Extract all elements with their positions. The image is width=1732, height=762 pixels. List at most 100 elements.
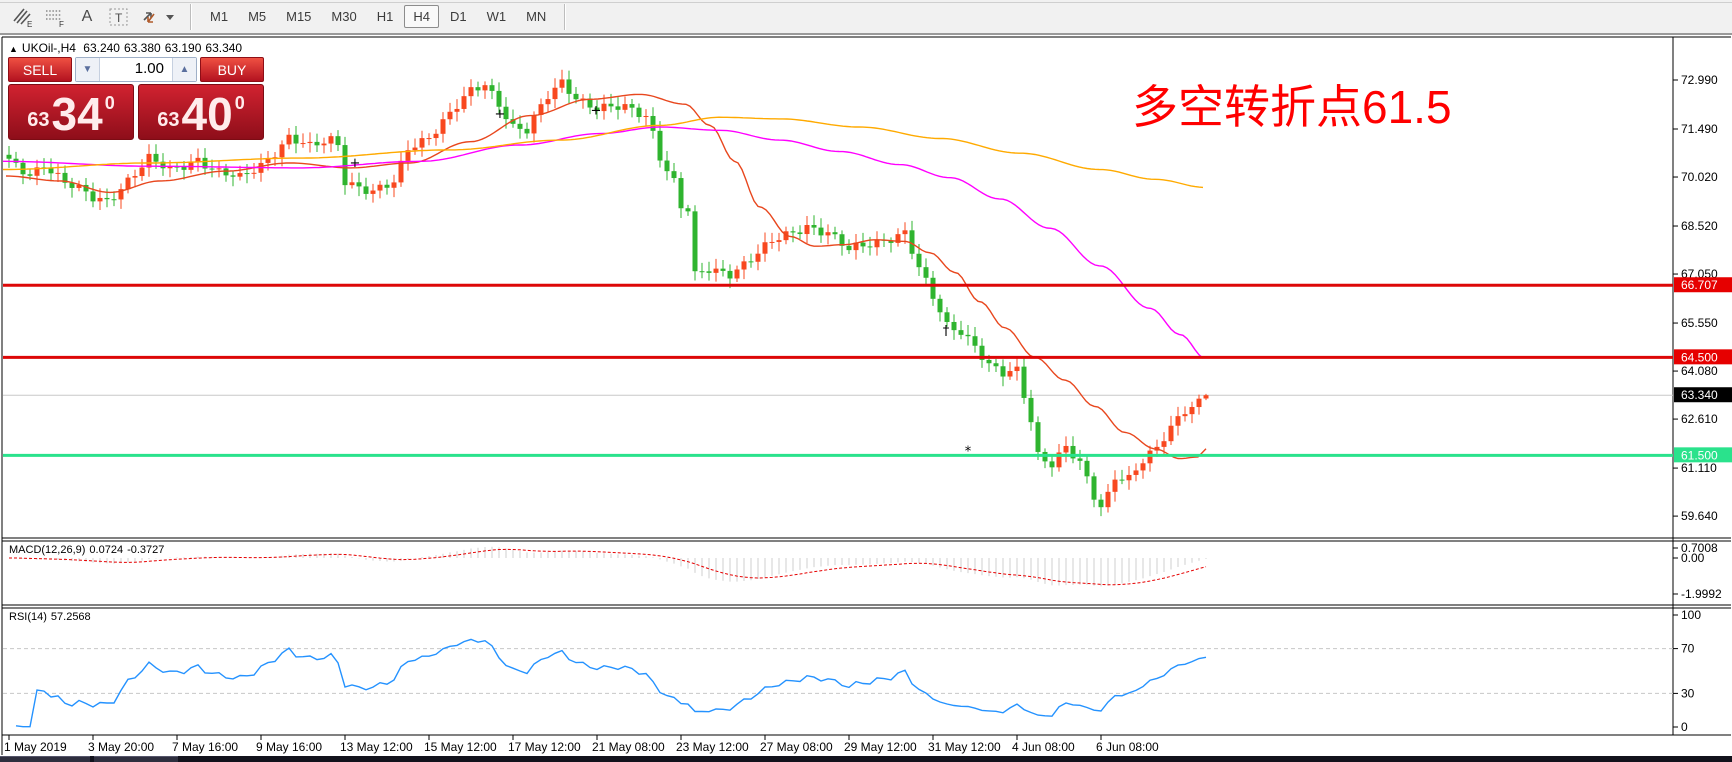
svg-text:59.640: 59.640 — [1681, 509, 1718, 523]
timeframe-button-mn[interactable]: MN — [526, 9, 547, 24]
svg-text:71.490: 71.490 — [1681, 122, 1718, 136]
svg-text:100: 100 — [1681, 608, 1701, 622]
svg-text:13 May 12:00: 13 May 12:00 — [340, 740, 413, 754]
pencil-lines-icon: E — [13, 7, 32, 28]
ma-fast — [5, 93, 1207, 460]
buy-price-tile[interactable]: 63 40 0 — [138, 84, 264, 140]
buy-button[interactable]: BUY — [200, 57, 264, 82]
svg-text:23 May 12:00: 23 May 12:00 — [676, 740, 749, 754]
svg-text:T: T — [115, 11, 123, 25]
quote-low: 63.190 — [164, 41, 202, 55]
rsi-name: RSI(14) — [9, 611, 47, 623]
level-lines — [3, 283, 1673, 457]
svg-text:1 May 2019: 1 May 2019 — [4, 740, 67, 754]
timeframe-button-m15[interactable]: M15 — [286, 9, 312, 24]
svg-text:E: E — [27, 20, 32, 28]
svg-text:70: 70 — [1681, 642, 1695, 656]
macd-name: MACD(12,26,9) — [9, 544, 86, 556]
svg-text:31 May 12:00: 31 May 12:00 — [928, 740, 1001, 754]
macd-signal-value: -0.3727 — [127, 544, 165, 556]
symbol-marker-icon: ▲ — [9, 44, 18, 54]
letter-a-icon: A — [81, 7, 93, 25]
svg-text:30: 30 — [1681, 686, 1695, 700]
timeframe-button-m30[interactable]: M30 — [331, 9, 357, 24]
buy-price-pips: 40 — [181, 88, 233, 141]
toolbar: E F A T M1 M5 M15 M30 H1 H4 D1 W1 MN — [0, 0, 1732, 35]
taskbar-tab[interactable] — [0, 756, 90, 762]
panel-borders — [1, 36, 1731, 755]
svg-text:70.020: 70.020 — [1681, 170, 1718, 184]
macd-value: 0.0724 — [89, 544, 124, 556]
volume-value[interactable]: 1.00 — [134, 60, 164, 77]
svg-text:3 May 20:00: 3 May 20:00 — [88, 740, 154, 754]
macd-label: MACD(12,26,9) 0.0724 -0.3727 — [9, 544, 168, 556]
svg-text:21 May 08:00: 21 May 08:00 — [592, 740, 665, 754]
timeframe-button-h4[interactable]: H4 — [404, 5, 439, 28]
timeframe-button-m1[interactable]: M1 — [210, 9, 229, 24]
macd-signal-line — [9, 548, 1207, 586]
volume-decrease-button[interactable]: ▼ — [76, 58, 100, 81]
toolbar-separator — [564, 3, 567, 30]
svg-text:61.500: 61.500 — [1681, 448, 1718, 462]
volume-spinner: ▼ 1.00 ▲ — [75, 57, 197, 82]
svg-text:6 Jun 08:00: 6 Jun 08:00 — [1096, 740, 1159, 754]
grid-icon: F — [46, 9, 64, 28]
quote-high: 63.380 — [123, 41, 161, 55]
svg-text:-1.9992: -1.9992 — [1681, 587, 1722, 601]
price-axis: 72.99071.49070.02068.52067.05065.55064.0… — [1673, 73, 1718, 523]
moving-averages — [3, 93, 1207, 460]
arrows-icon — [143, 11, 174, 23]
rsi-label: RSI(14) 57.2568 — [9, 611, 95, 623]
rsi-pane: 100 70 30 0 — [3, 608, 1701, 734]
svg-text:+: + — [591, 104, 602, 119]
timeframe-button-h1[interactable]: H1 — [376, 9, 394, 24]
svg-text:29 May 12:00: 29 May 12:00 — [844, 740, 917, 754]
trade-price-row: 63 34 0 63 40 0 — [8, 84, 264, 140]
sell-price-point: 0 — [104, 93, 115, 113]
rsi-line — [15, 638, 1207, 728]
taskbar-tab[interactable] — [94, 756, 178, 762]
svg-text:64.080: 64.080 — [1681, 364, 1718, 378]
annotation-text: 多空转折点61.5 — [1132, 81, 1452, 133]
grid-tool-button[interactable]: F — [40, 4, 70, 30]
svg-text:0: 0 — [1681, 720, 1688, 734]
ma-mid — [3, 126, 1204, 359]
trade-top-row: SELL ▼ 1.00 ▲ BUY — [8, 57, 264, 82]
timeframe-buttons: M1 M5 M15 M30 H1 H4 D1 W1 MN — [200, 5, 556, 28]
taskbar-strip — [0, 756, 1732, 762]
volume-increase-button[interactable]: ▲ — [172, 58, 196, 81]
svg-text:*: * — [965, 444, 972, 459]
sell-price-pips: 34 — [51, 88, 103, 141]
svg-text:F: F — [59, 20, 64, 28]
svg-text:9 May 16:00: 9 May 16:00 — [256, 740, 322, 754]
svg-text:+: + — [495, 107, 506, 122]
text-label-tool-button[interactable]: A — [72, 4, 102, 30]
chart-title: ▲ UKOil-,H4 63.240 63.380 63.190 63.340 — [9, 41, 246, 55]
sell-price-tile[interactable]: 63 34 0 — [8, 84, 134, 140]
sell-button[interactable]: SELL — [8, 57, 72, 82]
crosshair-draw-tool-button[interactable]: E — [8, 4, 38, 30]
quote-open: 63.240 — [83, 41, 120, 55]
timeframe-button-w1[interactable]: W1 — [486, 9, 507, 24]
svg-text:0.00: 0.00 — [1681, 551, 1705, 565]
svg-text:7 May 16:00: 7 May 16:00 — [172, 740, 238, 754]
buy-price-point: 0 — [234, 93, 245, 113]
toolbar-separator — [190, 3, 192, 30]
svg-text:15 May 12:00: 15 May 12:00 — [424, 740, 497, 754]
trade-markers: + + + † * — [350, 104, 972, 460]
svg-text:72.990: 72.990 — [1681, 73, 1718, 87]
textbox-tool-button[interactable]: T — [104, 4, 134, 30]
svg-text:66.707: 66.707 — [1681, 278, 1718, 292]
svg-text:62.610: 62.610 — [1681, 412, 1718, 426]
chevron-down-icon — [166, 14, 174, 20]
price-badges: 63.340 66.707 64.500 61.500 — [1674, 277, 1732, 463]
svg-text:63.340: 63.340 — [1681, 388, 1718, 402]
svg-text:68.520: 68.520 — [1681, 219, 1718, 233]
timeframe-button-m5[interactable]: M5 — [248, 9, 267, 24]
timeframe-button-d1[interactable]: D1 — [449, 9, 467, 24]
svg-text:64.500: 64.500 — [1681, 350, 1718, 364]
arrows-tool-button[interactable] — [136, 4, 180, 30]
